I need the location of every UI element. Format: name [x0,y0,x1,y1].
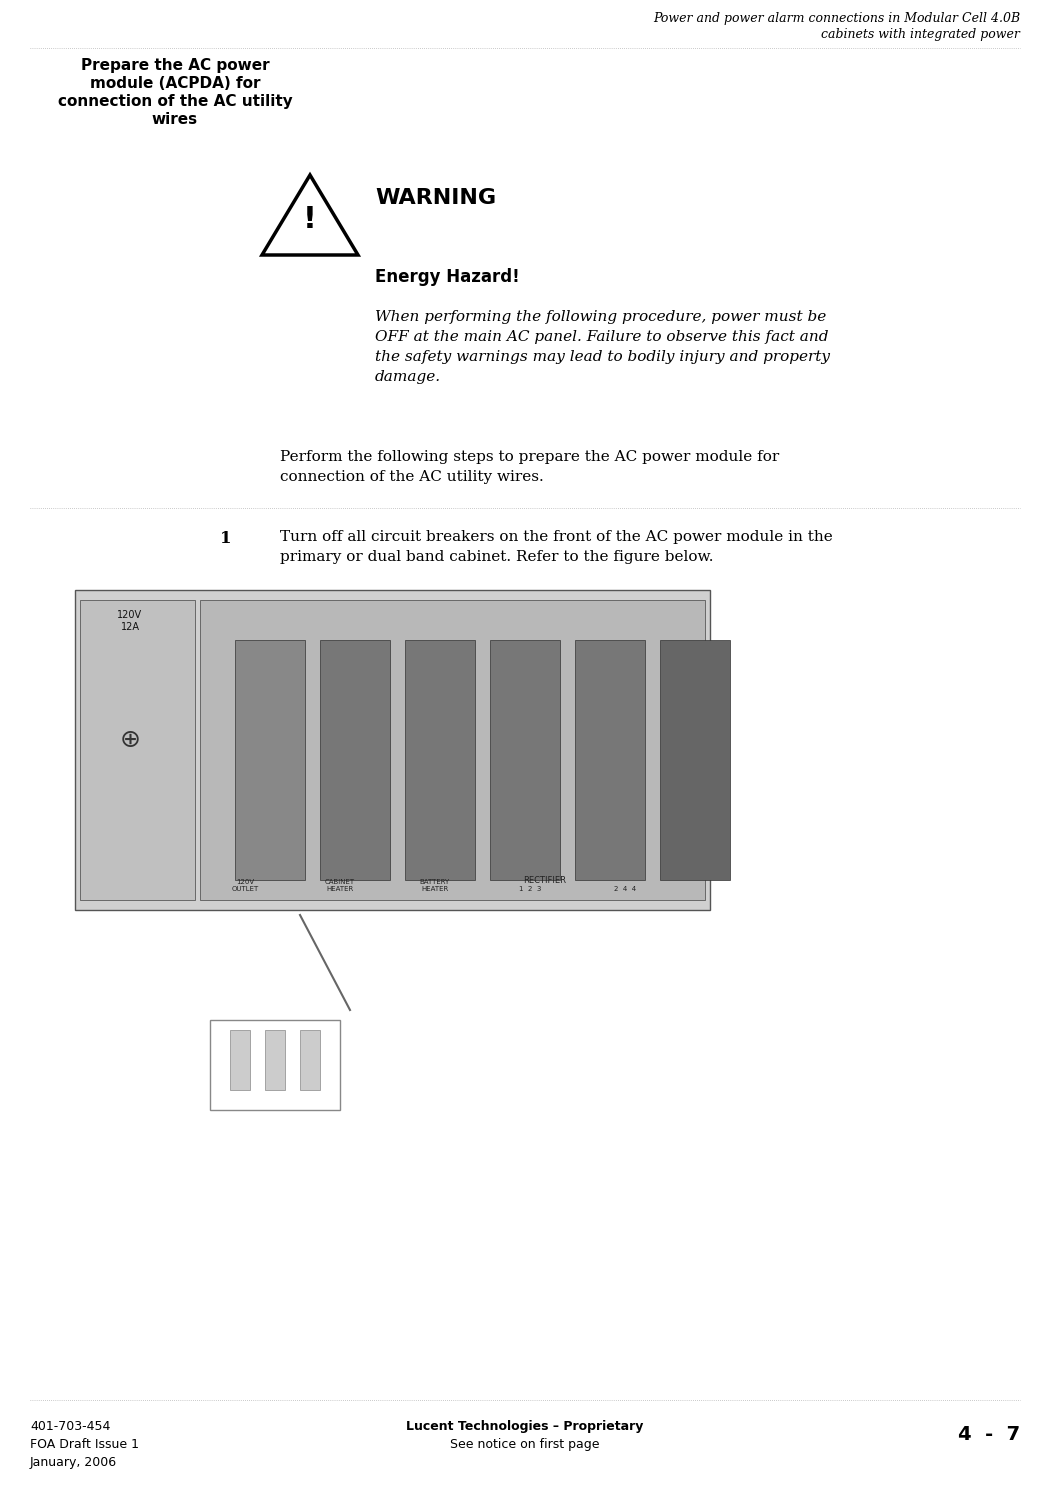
Text: primary or dual band cabinet. Refer to the figure below.: primary or dual band cabinet. Refer to t… [280,550,714,564]
Text: Turn off all circuit breakers on the front of the AC power module in the: Turn off all circuit breakers on the fro… [280,530,833,544]
FancyBboxPatch shape [235,640,304,880]
Text: Perform the following steps to prepare the AC power module for: Perform the following steps to prepare t… [280,450,779,464]
Text: Prepare the AC power: Prepare the AC power [81,58,269,74]
FancyBboxPatch shape [405,640,475,880]
FancyBboxPatch shape [200,600,705,900]
Text: damage.: damage. [375,370,441,384]
Text: See notice on first page: See notice on first page [450,1438,600,1450]
Text: 1: 1 [220,530,231,548]
Text: 401-703-454: 401-703-454 [30,1420,110,1432]
Text: Power and power alarm connections in Modular Cell 4.0B: Power and power alarm connections in Mod… [653,12,1020,26]
Text: the safety warnings may lead to bodily injury and property: the safety warnings may lead to bodily i… [375,350,830,364]
FancyBboxPatch shape [320,640,390,880]
Text: 4  -  7: 4 - 7 [958,1425,1020,1444]
Text: !: ! [303,206,317,234]
FancyBboxPatch shape [265,1030,285,1090]
FancyBboxPatch shape [230,1030,250,1090]
Text: CABINET
HEATER: CABINET HEATER [324,879,355,892]
Text: 120V
12A: 120V 12A [118,610,143,632]
FancyBboxPatch shape [80,600,195,900]
Text: RECTIFIER: RECTIFIER [524,876,567,885]
FancyBboxPatch shape [75,590,710,910]
Text: connection of the AC utility: connection of the AC utility [58,94,292,110]
FancyBboxPatch shape [210,1020,340,1110]
Text: cabinets with integrated power: cabinets with integrated power [821,28,1020,40]
Text: January, 2006: January, 2006 [30,1456,118,1468]
Text: ⊕: ⊕ [120,728,141,752]
Text: Energy Hazard!: Energy Hazard! [375,268,520,286]
FancyBboxPatch shape [575,640,645,880]
Text: Lucent Technologies – Proprietary: Lucent Technologies – Proprietary [406,1420,644,1432]
Text: module (ACPDA) for: module (ACPDA) for [89,76,260,92]
Text: BATTERY
HEATER: BATTERY HEATER [420,879,450,892]
Text: FOA Draft Issue 1: FOA Draft Issue 1 [30,1438,139,1450]
FancyBboxPatch shape [300,1030,320,1090]
Text: 120V
OUTLET: 120V OUTLET [231,879,258,892]
Text: wires: wires [152,112,198,128]
Text: 1  2  3: 1 2 3 [519,886,541,892]
Text: connection of the AC utility wires.: connection of the AC utility wires. [280,470,544,484]
FancyBboxPatch shape [660,640,730,880]
FancyBboxPatch shape [490,640,560,880]
Text: OFF at the main AC panel. Failure to observe this fact and: OFF at the main AC panel. Failure to obs… [375,330,828,344]
Text: 2  4  4: 2 4 4 [614,886,636,892]
Text: WARNING: WARNING [375,188,496,209]
Text: When performing the following procedure, power must be: When performing the following procedure,… [375,310,826,324]
